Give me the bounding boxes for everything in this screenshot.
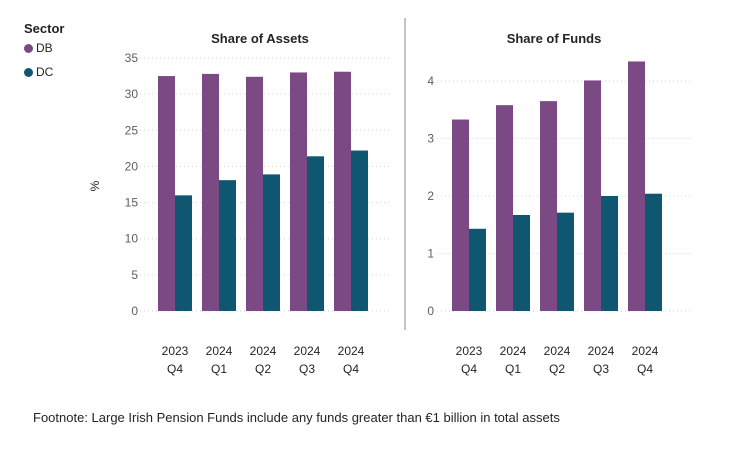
bar-assets-dc-1 <box>219 180 236 311</box>
x-tick-label-funds-4-quarter: Q4 <box>637 362 653 376</box>
y-tick-label-assets-15: 15 <box>125 196 139 210</box>
bar-funds-db-2 <box>540 101 557 311</box>
x-tick-label-funds-1-year: 2024 <box>500 344 527 358</box>
y-tick-label-assets-30: 30 <box>125 87 139 101</box>
x-tick-label-funds-3-year: 2024 <box>588 344 615 358</box>
x-tick-label-assets-2-year: 2024 <box>250 344 277 358</box>
x-tick-label-funds-3-quarter: Q3 <box>593 362 609 376</box>
x-tick-label-assets-2-quarter: Q2 <box>255 362 271 376</box>
x-tick-label-funds-0-quarter: Q4 <box>461 362 477 376</box>
y-tick-label-assets-35: 35 <box>125 51 139 65</box>
bar-assets-db-4 <box>334 71 351 311</box>
bar-funds-dc-3 <box>601 196 618 311</box>
footnote: Footnote: Large Irish Pension Funds incl… <box>33 410 560 425</box>
legend-item-db[interactable]: DB <box>24 41 53 55</box>
legend-item-dc[interactable]: DC <box>24 65 53 79</box>
x-tick-label-funds-1-quarter: Q1 <box>505 362 521 376</box>
bar-funds-db-4 <box>628 61 645 312</box>
chart-title-assets: Share of Assets <box>211 31 309 46</box>
x-tick-label-funds-4-year: 2024 <box>632 344 659 358</box>
y-tick-label-funds-1: 1 <box>427 247 434 261</box>
x-tick-label-assets-0-year: 2023 <box>162 344 189 358</box>
x-tick-label-funds-2-quarter: Q2 <box>549 362 565 376</box>
bar-assets-dc-2 <box>263 174 280 311</box>
bar-assets-dc-4 <box>351 150 368 311</box>
bar-funds-dc-0 <box>469 228 486 311</box>
bar-assets-db-3 <box>290 72 307 311</box>
x-tick-label-assets-4-quarter: Q4 <box>343 362 359 376</box>
db-color-dot-icon <box>24 43 33 53</box>
bar-funds-db-3 <box>584 80 601 311</box>
y-tick-label-assets-20: 20 <box>125 159 139 173</box>
dc-color-dot-icon <box>24 67 33 77</box>
y-tick-label-assets-0: 0 <box>131 304 138 318</box>
y-tick-label-funds-3: 3 <box>427 132 434 146</box>
legend-label-dc: DC <box>36 65 54 79</box>
bar-assets-db-1 <box>202 73 219 311</box>
x-tick-label-assets-3-quarter: Q3 <box>299 362 315 376</box>
x-tick-label-assets-0-quarter: Q4 <box>167 362 183 376</box>
x-tick-label-assets-1-quarter: Q1 <box>211 362 227 376</box>
y-tick-label-funds-4: 4 <box>427 74 434 88</box>
x-tick-label-funds-2-year: 2024 <box>544 344 571 358</box>
y-tick-label-assets-10: 10 <box>125 232 139 246</box>
bar-funds-db-1 <box>496 105 513 312</box>
bar-funds-db-0 <box>452 119 469 312</box>
y-tick-label-funds-0: 0 <box>427 304 434 318</box>
bar-assets-dc-3 <box>307 156 324 311</box>
bar-funds-dc-1 <box>513 214 530 311</box>
chart-title-funds: Share of Funds <box>507 31 602 46</box>
legend-label-db: DB <box>36 41 53 55</box>
y-axis-label-assets: % <box>88 180 102 191</box>
bar-funds-dc-4 <box>645 193 662 311</box>
y-tick-label-assets-25: 25 <box>125 123 139 137</box>
bar-funds-dc-2 <box>557 212 574 311</box>
x-tick-label-assets-3-year: 2024 <box>294 344 321 358</box>
x-tick-label-assets-1-year: 2024 <box>206 344 233 358</box>
legend-title: Sector <box>24 21 65 36</box>
x-tick-label-funds-0-year: 2023 <box>456 344 483 358</box>
bar-assets-db-0 <box>158 76 175 311</box>
y-tick-label-funds-2: 2 <box>427 189 434 203</box>
x-tick-label-assets-4-year: 2024 <box>338 344 365 358</box>
bar-assets-dc-0 <box>175 195 192 311</box>
y-tick-label-assets-5: 5 <box>131 268 138 282</box>
bar-assets-db-2 <box>246 76 263 312</box>
